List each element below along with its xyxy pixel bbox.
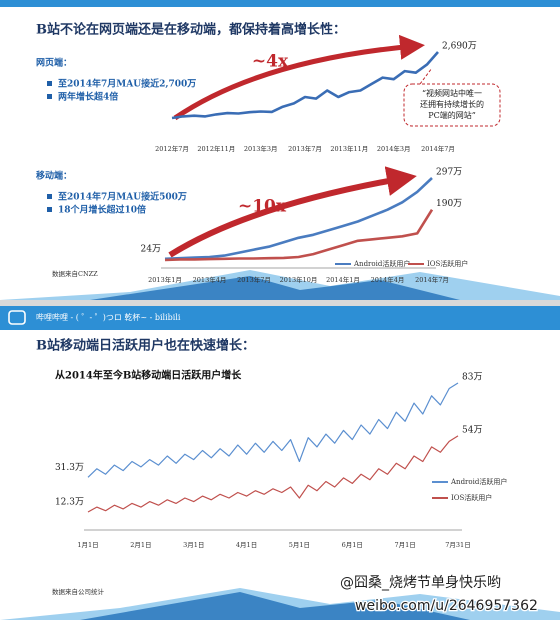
x-tick-label: 5月1日 xyxy=(289,541,310,549)
x-tick-label: 7月31日 xyxy=(445,541,470,549)
header-bar xyxy=(0,0,560,7)
tv-icon xyxy=(8,310,26,325)
legend-label: Android活跃用户 xyxy=(353,259,410,268)
annotation: ~10x xyxy=(238,197,287,217)
x-tick-label: 7月1日 xyxy=(395,541,416,549)
source: 数据来自公司统计 xyxy=(52,587,105,596)
chart-title: 从2014年至今B站移动端日活跃用户增长 xyxy=(55,369,242,382)
callout-text: 还拥有持续增长的 xyxy=(420,99,484,109)
data-label: 12.3万 xyxy=(55,498,84,508)
callout-text: “视频网站中唯一 xyxy=(422,88,482,98)
x-tick-label: 2013年4月 xyxy=(193,275,227,284)
decoration xyxy=(80,592,470,620)
slide xyxy=(0,0,560,300)
x-tick-label: 2013年1月 xyxy=(148,275,182,284)
series-line xyxy=(87,382,459,478)
growth-arrow xyxy=(168,166,417,258)
series-line xyxy=(164,177,433,261)
x-tick-label: 2014年1月 xyxy=(326,275,360,284)
bullet-marker xyxy=(47,81,52,86)
x-tick-label: 2014年3月 xyxy=(377,144,411,153)
annotation: ~4x xyxy=(252,52,289,72)
x-tick-label: 2013年10月 xyxy=(280,275,318,284)
x-tick-label: 2012年7月 xyxy=(155,144,189,153)
watermark: @囧桑_烧烤节单身快乐哟 xyxy=(340,575,501,591)
data-label: 31.3万 xyxy=(55,463,84,473)
growth-arrow xyxy=(173,34,425,121)
slide-title: B站不论在网页端还是在移动端，都保持着高增长性： xyxy=(36,22,346,38)
callout-pointer xyxy=(419,67,433,85)
x-tick-label: 2014年7月 xyxy=(421,144,455,153)
x-tick-label: 2014年7月 xyxy=(415,275,449,284)
header-bar xyxy=(0,306,560,330)
legend-label: Android活跃用户 xyxy=(450,477,507,486)
bullet-marker xyxy=(47,207,52,212)
x-tick-label: 4月1日 xyxy=(236,541,257,549)
decoration xyxy=(90,276,460,300)
slide-title: B站移动端日活跃用户也在快速增长： xyxy=(36,338,255,354)
section-label: 移动端： xyxy=(36,170,72,182)
callout-box xyxy=(403,83,501,127)
bullet: 两年增长超4倍 xyxy=(58,91,118,103)
x-tick-label: 2014年4月 xyxy=(371,275,405,284)
data-label: 297万 xyxy=(436,168,462,178)
header-text: 哔哩哔哩 - ( ゜- ゜)つロ 乾杯~ - bilibili xyxy=(36,312,181,322)
slide xyxy=(0,306,560,620)
x-tick-label: 2月1日 xyxy=(130,541,151,549)
slide-gap xyxy=(0,300,560,306)
x-tick-label: 1月1日 xyxy=(77,541,98,549)
bullet-marker xyxy=(47,94,52,99)
section-label: 网页端： xyxy=(36,57,72,69)
data-label: 24万 xyxy=(141,244,161,254)
x-tick-label: 2012年11月 xyxy=(197,144,235,153)
source: 数据来自CNZZ xyxy=(52,269,98,278)
x-tick-label: 2013年7月 xyxy=(288,144,322,153)
callout-text: PC端的网站” xyxy=(428,110,476,120)
series-line xyxy=(164,209,434,262)
data-label: 54万 xyxy=(462,425,482,435)
series-line xyxy=(171,51,439,120)
data-label: 190万 xyxy=(436,199,462,209)
data-label: 2,690万 xyxy=(442,42,477,52)
bullet: 至2014年7月MAU接近500万 xyxy=(58,191,187,203)
legend-label: IOS活跃用户 xyxy=(451,493,492,502)
x-tick-label: 2013年3月 xyxy=(244,144,278,153)
x-tick-label: 2013年11月 xyxy=(330,144,368,153)
series-line xyxy=(87,435,459,513)
x-tick-label: 3月1日 xyxy=(183,541,204,549)
bullet: 至2014年7月MAU接近2,700万 xyxy=(58,78,196,90)
watermark: weibo.com/u/2646957362 xyxy=(355,598,538,614)
bullet: 18个月增长超过10倍 xyxy=(58,204,146,216)
legend-label: IOS活跃用户 xyxy=(427,259,468,268)
x-tick-label: 2013年7月 xyxy=(237,275,271,284)
bullet-marker xyxy=(47,194,52,199)
x-tick-label: 6月1日 xyxy=(342,541,363,549)
data-label: 83万 xyxy=(462,373,482,383)
